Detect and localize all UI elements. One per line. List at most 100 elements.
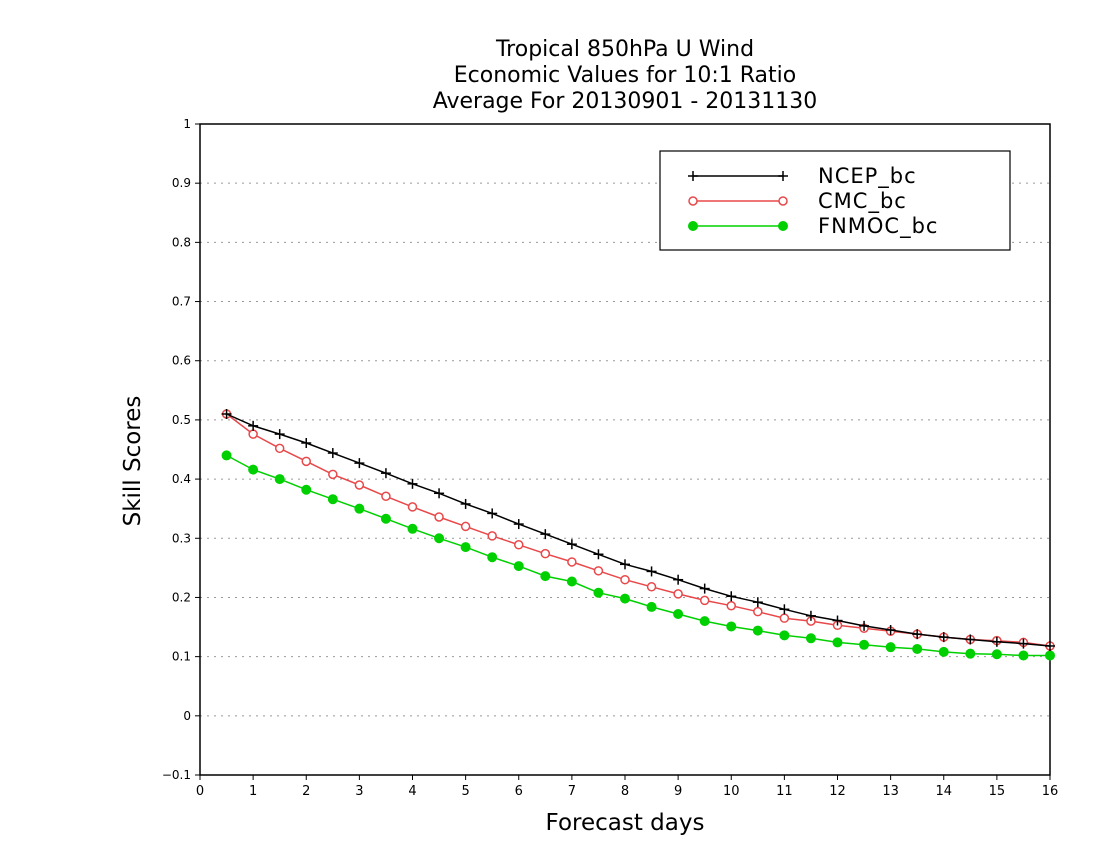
y-tick-label: −0.1 — [162, 768, 191, 782]
open-circle-marker — [593, 566, 604, 576]
plus-marker — [593, 549, 604, 560]
open-circle-marker — [274, 443, 285, 454]
filled-circle-marker — [1045, 650, 1055, 661]
x-tick-label: 5 — [461, 784, 469, 799]
filled-circle-marker — [726, 621, 737, 632]
filled-circle-marker — [354, 503, 365, 514]
x-tick-label: 13 — [882, 784, 899, 799]
filled-circle-marker — [487, 552, 498, 563]
plus-marker — [327, 448, 338, 459]
plus-marker — [460, 498, 471, 509]
open-circle-marker — [688, 196, 698, 206]
filled-circle-marker — [301, 484, 312, 495]
filled-circle-marker — [991, 649, 1002, 660]
plus-marker — [354, 458, 365, 469]
plus-marker — [991, 636, 1002, 647]
open-circle-marker — [753, 606, 763, 617]
open-circle-marker — [301, 456, 311, 467]
plus-marker — [859, 620, 870, 631]
open-circle-marker — [328, 469, 338, 480]
x-tick-label: 11 — [776, 784, 793, 799]
filled-circle-marker — [938, 646, 949, 657]
open-circle-marker — [407, 502, 418, 512]
y-tick-label: 0.2 — [172, 590, 191, 604]
legend-label: FNMOC_bc — [818, 214, 938, 239]
open-circle-marker — [434, 512, 444, 522]
filled-circle-marker — [274, 474, 285, 485]
open-circle-marker — [354, 480, 365, 490]
filled-circle-marker — [620, 593, 630, 604]
filled-circle-marker — [688, 221, 698, 231]
open-circle-marker — [646, 582, 657, 592]
filled-circle-marker — [221, 450, 232, 461]
plus-marker — [301, 437, 312, 448]
chart-title-line-2: Economic Values for 10:1 Ratio — [453, 63, 797, 88]
plus-marker — [779, 604, 790, 615]
y-tick-label: 0.6 — [172, 354, 191, 368]
series-line — [226, 413, 1051, 647]
plus-marker — [487, 508, 498, 519]
series-fnmoc-bc — [221, 450, 1055, 661]
filled-circle-marker — [699, 616, 710, 627]
legend-item: NCEP_bc — [688, 164, 917, 189]
plus-marker — [688, 171, 698, 181]
x-tick-label: 9 — [674, 784, 682, 799]
x-tick-label: 16 — [1042, 784, 1059, 799]
plus-marker — [805, 610, 816, 621]
open-circle-marker — [460, 521, 471, 532]
legend-label: NCEP_bc — [818, 164, 917, 189]
open-circle-marker — [567, 557, 577, 567]
plus-marker — [407, 478, 418, 489]
y-tick-label: 1 — [183, 117, 191, 131]
series-ncep-bc — [221, 408, 1055, 651]
filled-circle-marker — [380, 513, 391, 524]
filled-circle-marker — [407, 523, 418, 534]
y-tick-label: 0.7 — [172, 295, 191, 309]
grid-lines — [200, 182, 1050, 717]
filled-circle-marker — [805, 633, 816, 644]
legend-item: FNMOC_bc — [688, 214, 938, 239]
open-circle-marker — [778, 196, 788, 206]
filled-circle-marker — [460, 542, 471, 553]
chart-title-line-3: Average For 20130901 - 20131130 — [432, 89, 818, 114]
x-tick-label: 1 — [249, 784, 257, 799]
open-circle-marker — [540, 548, 551, 559]
series-cmc-bc — [221, 409, 1055, 651]
plus-marker — [726, 591, 737, 602]
open-circle-marker — [726, 600, 736, 611]
chart-title-line-1: Tropical 850hPa U Wind — [495, 37, 755, 62]
plus-marker — [620, 559, 630, 570]
series-line — [226, 454, 1050, 657]
y-tick-label: 0.4 — [172, 472, 191, 486]
filled-circle-marker — [1018, 650, 1029, 661]
plus-marker — [673, 574, 684, 585]
plus-marker — [832, 615, 843, 626]
plus-marker — [646, 566, 657, 577]
y-tick-label: 0 — [183, 709, 191, 723]
open-circle-marker — [673, 589, 683, 599]
filled-circle-marker — [885, 642, 896, 653]
x-tick-label: 7 — [568, 784, 576, 799]
open-circle-marker — [620, 574, 630, 585]
plus-marker — [699, 583, 710, 594]
open-circle-marker — [514, 540, 524, 550]
filled-circle-marker — [327, 494, 338, 505]
series-line — [226, 413, 1051, 647]
x-tick-label: 2 — [302, 784, 310, 799]
y-tick-label: 0.3 — [172, 531, 191, 545]
y-tick-label: 0.1 — [172, 650, 191, 664]
plus-marker — [513, 519, 524, 530]
plus-marker — [274, 429, 285, 440]
x-tick-label: 10 — [723, 784, 740, 799]
plus-marker — [540, 529, 551, 540]
plus-marker — [912, 629, 923, 640]
filled-circle-marker — [540, 571, 551, 582]
legend-label: CMC_bc — [818, 189, 907, 214]
plus-marker — [248, 420, 259, 431]
filled-circle-marker — [593, 587, 604, 598]
legend-item: CMC_bc — [688, 189, 907, 214]
filled-circle-marker — [513, 561, 524, 572]
filled-circle-marker — [779, 630, 790, 641]
